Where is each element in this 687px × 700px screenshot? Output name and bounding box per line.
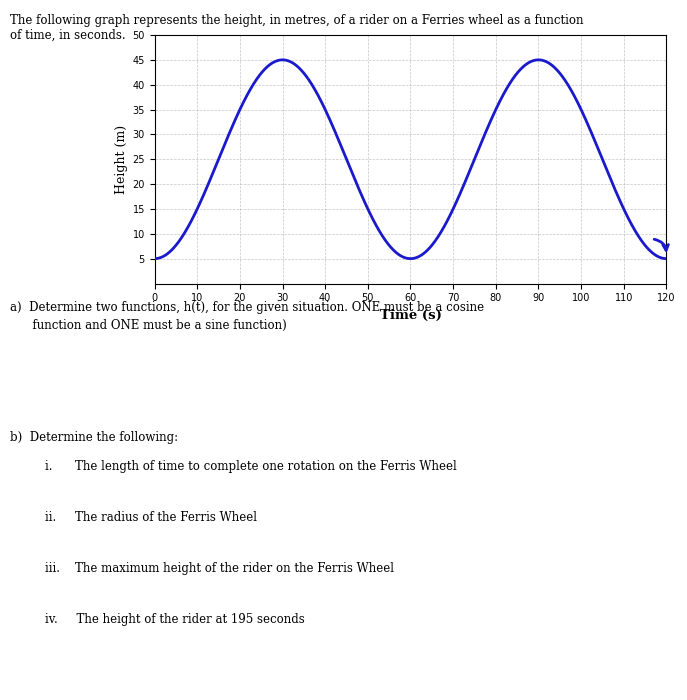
X-axis label: Time (s): Time (s): [379, 309, 442, 322]
Text: iv.     The height of the rider at 195 seconds: iv. The height of the rider at 195 secon…: [45, 613, 304, 626]
Y-axis label: Height (m): Height (m): [115, 125, 128, 194]
Text: The following graph represents the height, in metres, of a rider on a Ferries wh: The following graph represents the heigh…: [10, 14, 584, 42]
Text: function and ONE must be a sine function): function and ONE must be a sine function…: [10, 318, 287, 332]
Text: i.      The length of time to complete one rotation on the Ferris Wheel: i. The length of time to complete one ro…: [45, 460, 456, 473]
Text: a)  Determine two functions, h(t), for the given situation. ONE must be a cosine: a) Determine two functions, h(t), for th…: [10, 301, 484, 314]
Text: ii.     The radius of the Ferris Wheel: ii. The radius of the Ferris Wheel: [45, 511, 257, 524]
Text: iii.    The maximum height of the rider on the Ferris Wheel: iii. The maximum height of the rider on …: [45, 562, 394, 575]
Text: b)  Determine the following:: b) Determine the following:: [10, 430, 179, 444]
